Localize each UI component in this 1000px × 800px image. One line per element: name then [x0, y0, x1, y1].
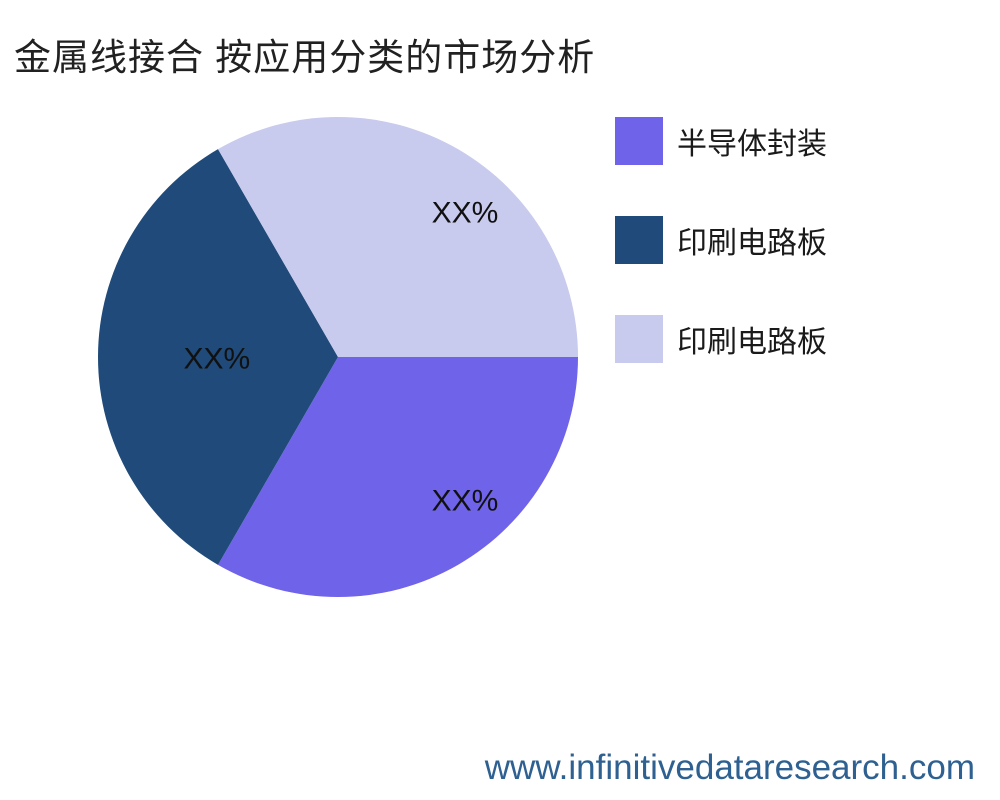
legend-label: 半导体封装 [677, 128, 827, 161]
chart-title: 金属线接合 按应用分类的市场分析 [14, 37, 596, 78]
pie-slice-1 [218, 357, 578, 597]
legend-item: 印刷电路板 [615, 216, 827, 264]
legend-item: 半导体封装 [615, 117, 827, 165]
slice-value-label: XX% [432, 196, 499, 229]
legend-swatch [615, 315, 663, 363]
pie-slice-3 [218, 117, 578, 357]
pie-chart: XX% XX% XX% [98, 117, 578, 597]
legend: 半导体封装 印刷电路板 印刷电路板 [615, 117, 827, 363]
legend-item: 印刷电路板 [615, 315, 827, 363]
slice-value-label: XX% [432, 485, 499, 518]
legend-label: 印刷电路板 [677, 227, 827, 260]
footer-url: www.infinitivedataresearch.com [484, 748, 975, 787]
slice-value-label: XX% [183, 343, 250, 376]
legend-label: 印刷电路板 [677, 326, 827, 359]
pie-slice-2 [98, 149, 338, 565]
legend-swatch [615, 117, 663, 165]
pie-svg: XX% XX% XX% [98, 117, 578, 597]
legend-swatch [615, 216, 663, 264]
